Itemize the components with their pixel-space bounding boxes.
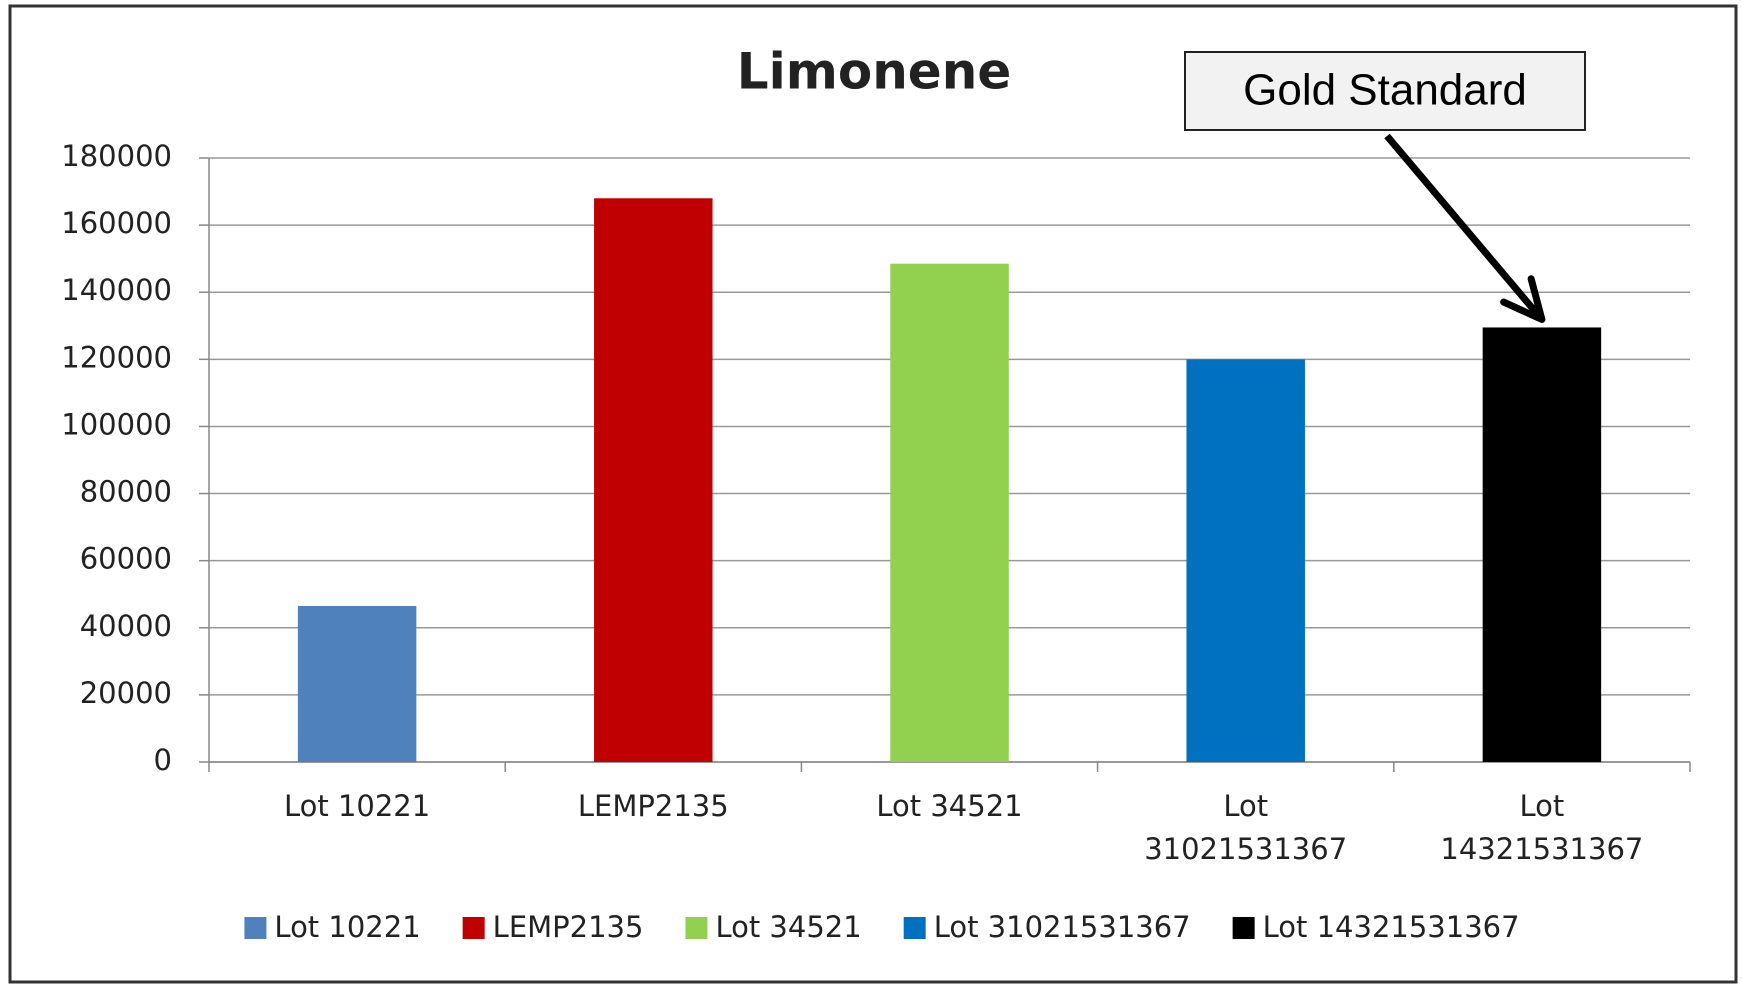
y-tick-label: 80000 bbox=[80, 475, 172, 509]
annotation-box bbox=[1184, 51, 1586, 131]
x-tick-label: Lot 34521 bbox=[876, 789, 1022, 823]
legend-label: Lot 14321531367 bbox=[1263, 910, 1520, 944]
y-tick-label: 100000 bbox=[61, 407, 172, 441]
legend-swatch bbox=[685, 917, 708, 939]
y-tick-label: 0 bbox=[154, 743, 172, 777]
y-tick-label: 160000 bbox=[61, 206, 172, 240]
bar bbox=[890, 263, 1009, 762]
chart-title: Limonene bbox=[737, 43, 1011, 101]
legend-label: Lot 34521 bbox=[715, 910, 861, 944]
y-tick-label: 180000 bbox=[61, 139, 172, 173]
annotation-arrow bbox=[1384, 133, 1542, 319]
bar bbox=[297, 605, 417, 762]
x-tick-label: LEMP2135 bbox=[578, 789, 729, 823]
legend-swatch bbox=[903, 917, 926, 939]
annotation-arrowhead bbox=[1500, 275, 1546, 323]
x-tick-label: Lot 14321531367 bbox=[1440, 789, 1643, 866]
legend-swatch bbox=[462, 917, 485, 939]
legend-swatch bbox=[1232, 917, 1255, 939]
y-tick-label: 140000 bbox=[61, 273, 172, 307]
y-tick-label: 120000 bbox=[61, 340, 172, 374]
x-tick-label: Lot 10221 bbox=[284, 789, 430, 823]
legend-swatch bbox=[244, 917, 267, 939]
annotation: Gold Standard bbox=[1184, 51, 1586, 323]
y-tick-label: 20000 bbox=[80, 676, 172, 710]
bar bbox=[1186, 359, 1305, 762]
legend-label: Lot 31021531367 bbox=[934, 910, 1191, 944]
y-tick-label: 60000 bbox=[80, 542, 172, 576]
y-tick-label: 40000 bbox=[80, 609, 172, 643]
annotation-text: Gold Standard bbox=[1243, 66, 1527, 115]
bar bbox=[1482, 327, 1602, 762]
legend-label: Lot 10221 bbox=[274, 910, 420, 944]
bar bbox=[594, 198, 713, 762]
x-tick-label: Lot 31021531367 bbox=[1144, 789, 1347, 866]
legend-label: LEMP2135 bbox=[493, 910, 644, 944]
